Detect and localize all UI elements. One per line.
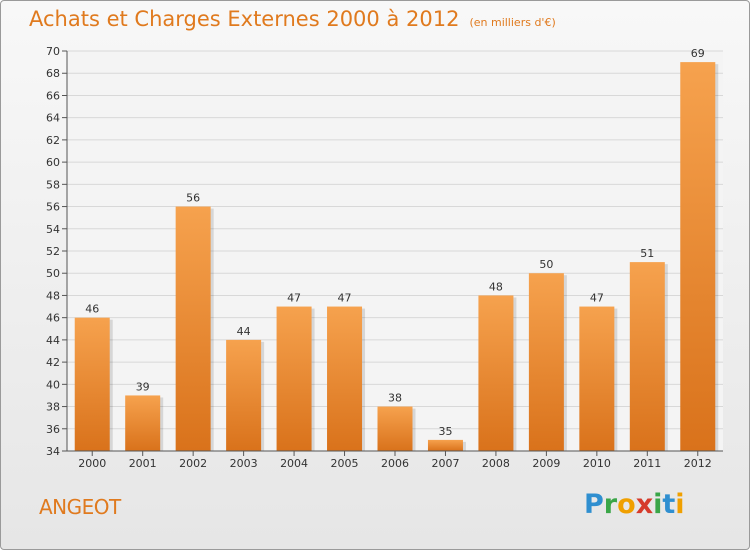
bar-value-label: 47 [338, 292, 352, 305]
bar-2004 [276, 306, 312, 451]
y-tick-label: 48 [46, 289, 60, 302]
logo-letter: x [635, 489, 654, 520]
logo-letter: o [617, 489, 636, 520]
x-tick-label: 2007 [431, 457, 459, 470]
bar-value-label: 46 [85, 303, 99, 316]
y-tick-label: 56 [46, 201, 60, 214]
x-tick-label: 2003 [230, 457, 258, 470]
y-tick-label: 46 [46, 312, 60, 325]
y-tick-label: 44 [46, 334, 60, 347]
x-tick-label: 2004 [280, 457, 308, 470]
chart-title: Achats et Charges Externes 2000 à 2012 (e… [29, 7, 556, 31]
x-tick-label: 2005 [331, 457, 359, 470]
bar-2011 [629, 262, 665, 451]
y-tick-label: 34 [46, 445, 60, 458]
bar-2007 [427, 439, 463, 451]
bar-2006 [377, 406, 413, 451]
bar-value-label: 56 [186, 192, 200, 205]
y-tick-label: 58 [46, 178, 60, 191]
x-tick-label: 2000 [78, 457, 106, 470]
logo-letter: P [584, 489, 604, 520]
y-tick-label: 36 [46, 423, 60, 436]
x-tick-label: 2011 [633, 457, 661, 470]
chart-title-text: Achats et Charges Externes 2000 à 2012 [29, 7, 460, 31]
y-tick-label: 38 [46, 401, 60, 414]
y-tick-label: 40 [46, 378, 60, 391]
bar-value-label: 39 [136, 380, 150, 393]
x-tick-label: 2006 [381, 457, 409, 470]
bar-2000 [74, 317, 110, 451]
bar-value-label: 47 [287, 292, 301, 305]
bar-2005 [327, 306, 363, 451]
y-tick-label: 52 [46, 245, 60, 258]
y-tick-label: 66 [46, 89, 60, 102]
x-tick-label: 2012 [684, 457, 712, 470]
commune-name: ANGEOT [39, 495, 121, 519]
bar-value-label: 69 [691, 47, 705, 60]
logo-letter: i [675, 489, 685, 520]
bar-2012 [680, 62, 716, 451]
x-tick-label: 2001 [129, 457, 157, 470]
bar-2008 [478, 295, 514, 451]
y-tick-label: 68 [46, 67, 60, 80]
x-tick-label: 2002 [179, 457, 207, 470]
y-tick-label: 42 [46, 356, 60, 369]
x-tick-label: 2010 [583, 457, 611, 470]
proxiti-logo: Proxiti [584, 489, 685, 520]
bar-value-label: 44 [237, 325, 251, 338]
bar-value-label: 51 [640, 247, 654, 260]
y-axis: 34 36 38 40 42 44 46 48 50 52 54 56 58 60 62 64 66 68 70 [46, 45, 68, 458]
bar-value-label: 35 [438, 425, 452, 438]
y-tick-label: 64 [46, 112, 60, 125]
bar-value-label: 47 [590, 292, 604, 305]
logo-letter: t [662, 489, 676, 520]
x-tick-label: 2008 [482, 457, 510, 470]
y-tick-label: 70 [46, 45, 60, 58]
bars: 46 39 56 44 47 47 38 35 48 50 47 51 69 [74, 47, 719, 451]
bar-2002 [175, 206, 211, 451]
bar-2009 [528, 273, 564, 451]
y-tick-label: 54 [46, 223, 60, 236]
bar-value-label: 48 [489, 280, 503, 293]
logo-letter: r [603, 489, 618, 520]
bar-2010 [579, 306, 615, 451]
bar-value-label: 38 [388, 392, 402, 405]
bar-value-label: 50 [539, 258, 553, 271]
y-tick-label: 60 [46, 156, 60, 169]
bar-2003 [226, 339, 262, 451]
x-tick-label: 2009 [532, 457, 560, 470]
y-tick-label: 50 [46, 267, 60, 280]
x-axis: 2000 2001 2002 2003 2004 2005 2006 2007 2008 2009… [67, 450, 723, 470]
logo-letter: i [653, 489, 663, 520]
bar-2001 [125, 395, 161, 451]
chart-unit: (en milliers d'€) [469, 16, 556, 29]
y-tick-label: 62 [46, 134, 60, 147]
